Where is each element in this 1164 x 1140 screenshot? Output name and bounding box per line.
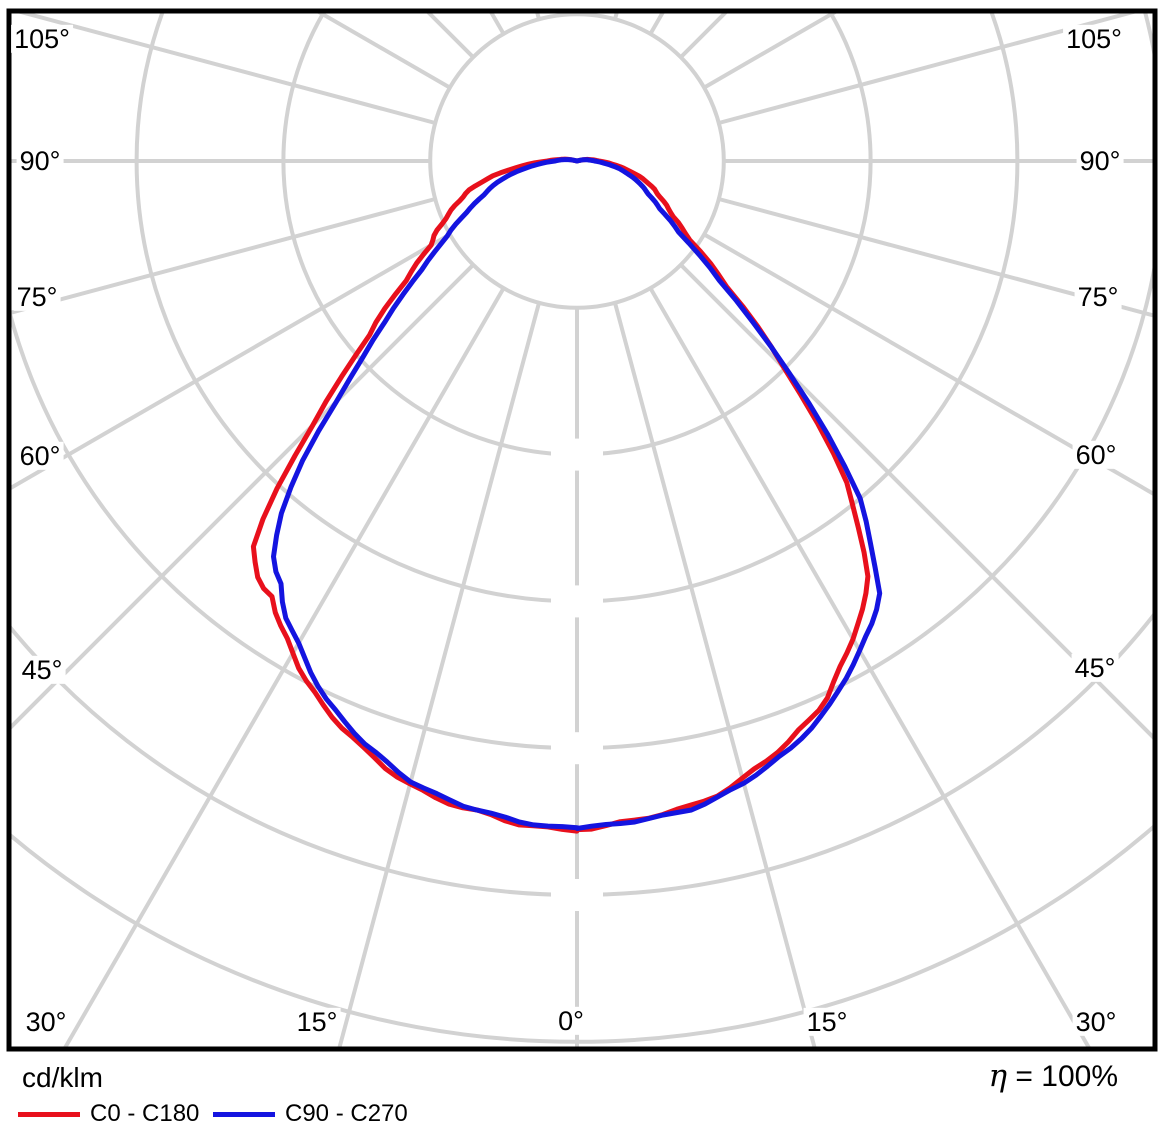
angle-tick-label: 105° <box>11 24 73 53</box>
angle-tick-label: 0° <box>555 1006 587 1035</box>
legend-label: C90 - C270 <box>285 1100 408 1127</box>
angle-tick-label: 45° <box>1071 653 1119 682</box>
units-label: cd/klm <box>22 1062 103 1093</box>
angle-tick-label: 60° <box>16 441 64 470</box>
plot-frame <box>6 8 1158 1052</box>
angle-tick-label: 45° <box>18 655 66 684</box>
angle-tick-label: 60° <box>1072 440 1120 469</box>
efficiency-label: η = 100% <box>988 1058 1118 1094</box>
ring-label-slots <box>551 438 603 911</box>
curve-c0-c180 <box>250 156 871 834</box>
angle-tick-label: 30° <box>22 1007 70 1036</box>
equals-sign: = <box>1015 1060 1033 1093</box>
legend: C0 - C180 C90 - C270 <box>0 1100 1164 1130</box>
legend-swatch-red <box>18 1111 80 1117</box>
curves <box>250 156 883 834</box>
angle-tick-label: 90° <box>16 146 64 175</box>
angle-tick-label: 90° <box>1076 146 1124 175</box>
angle-tick-label: 75° <box>13 282 61 311</box>
angle-tick-label: 15° <box>803 1007 851 1036</box>
legend-item-c90-c270: C90 - C270 <box>213 1100 408 1128</box>
angle-tick-label: 75° <box>1074 282 1122 311</box>
curve-c90-c270 <box>271 157 883 831</box>
chart-footer: cd/klm C0 - C180 C90 - C270 η = 100% <box>0 1052 1164 1140</box>
angle-tick-label: 105° <box>1063 24 1125 53</box>
angle-tick-label: 15° <box>293 1007 341 1036</box>
legend-swatch-blue <box>213 1111 275 1117</box>
legend-label: C0 - C180 <box>90 1100 200 1127</box>
legend-item-c0-c180: C0 - C180 <box>18 1100 199 1128</box>
eta-symbol: η <box>988 1058 1008 1094</box>
angle-tick-label: 30° <box>1072 1007 1120 1036</box>
efficiency-value: 100% <box>1041 1060 1118 1093</box>
